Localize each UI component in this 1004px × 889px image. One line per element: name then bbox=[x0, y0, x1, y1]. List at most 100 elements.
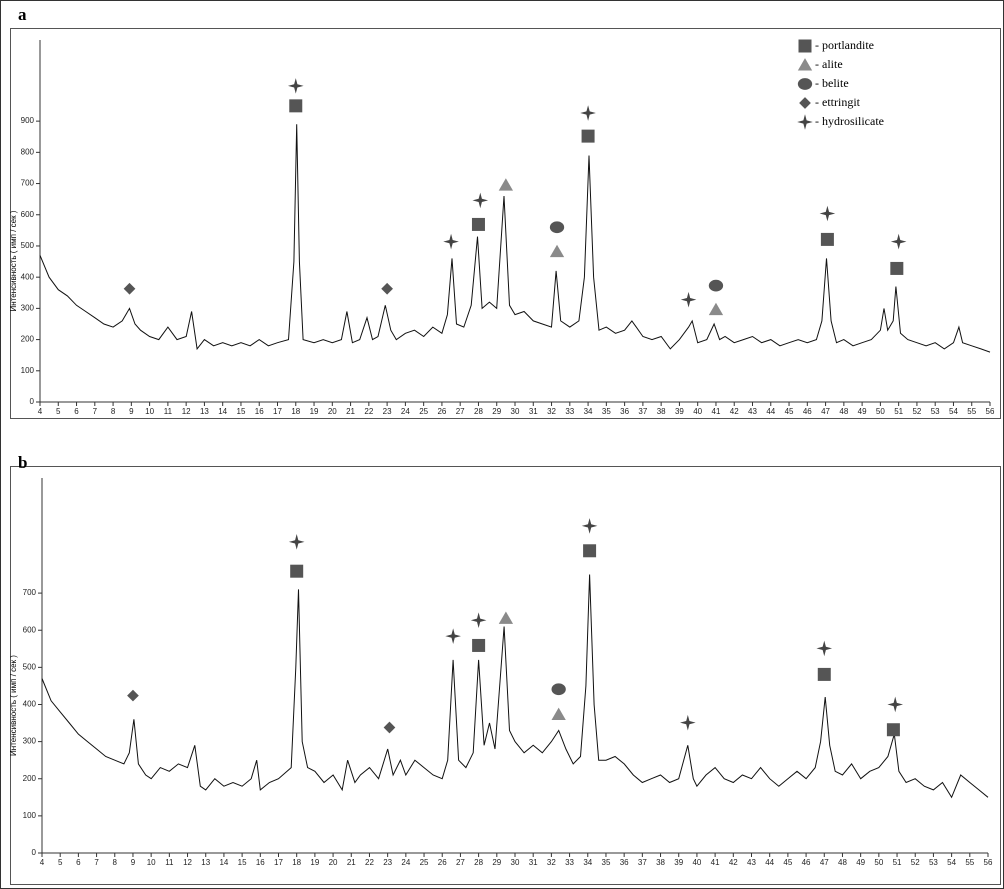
x-tick-label: 21 bbox=[347, 858, 356, 867]
marker-triangle bbox=[797, 58, 813, 71]
x-tick-label: 51 bbox=[894, 407, 903, 416]
x-tick-label: 11 bbox=[164, 407, 173, 416]
x-tick-label: 56 bbox=[984, 858, 993, 867]
x-tick-label: 8 bbox=[111, 407, 116, 416]
marker-star bbox=[797, 114, 813, 130]
x-tick-label: 34 bbox=[583, 858, 592, 867]
x-tick-label: 32 bbox=[547, 858, 556, 867]
x-tick-label: 10 bbox=[147, 858, 156, 867]
marker-diamond bbox=[381, 282, 393, 295]
x-tick-label: 27 bbox=[456, 407, 465, 416]
x-tick-label: 15 bbox=[237, 407, 246, 416]
x-tick-label: 43 bbox=[747, 858, 756, 867]
x-tick-label: 55 bbox=[967, 407, 976, 416]
x-tick-label: 28 bbox=[474, 407, 483, 416]
x-tick-label: 47 bbox=[820, 858, 829, 867]
x-tick-label: 15 bbox=[238, 858, 247, 867]
legend-label: - portlandite bbox=[815, 38, 874, 52]
x-tick-label: 52 bbox=[912, 407, 921, 416]
x-tick-label: 21 bbox=[346, 407, 355, 416]
marker-star bbox=[890, 233, 907, 250]
marker-square bbox=[798, 39, 812, 53]
diffractogram bbox=[39, 124, 991, 353]
marker-square bbox=[581, 129, 595, 143]
x-tick-label: 50 bbox=[874, 858, 883, 867]
x-tick-label: 36 bbox=[620, 407, 629, 416]
x-tick-label: 45 bbox=[785, 407, 794, 416]
x-tick-label: 33 bbox=[565, 407, 574, 416]
x-tick-label: 40 bbox=[692, 858, 701, 867]
x-tick-label: 46 bbox=[802, 858, 811, 867]
x-tick-label: 10 bbox=[145, 407, 154, 416]
x-tick-label: 29 bbox=[492, 407, 501, 416]
y-tick-label: 500 bbox=[21, 241, 35, 250]
y-tick-label: 700 bbox=[23, 588, 37, 597]
x-tick-label: 50 bbox=[876, 407, 885, 416]
marker-square bbox=[472, 638, 486, 652]
x-tick-label: 6 bbox=[76, 858, 81, 867]
x-tick-label: 31 bbox=[529, 407, 538, 416]
marker-diamond bbox=[123, 282, 136, 295]
x-tick-label: 40 bbox=[693, 407, 702, 416]
x-tick-label: 7 bbox=[93, 407, 98, 416]
x-tick-label: 23 bbox=[383, 858, 392, 867]
x-tick-label: 49 bbox=[858, 407, 867, 416]
y-tick-label: 200 bbox=[23, 774, 37, 783]
x-tick-label: 13 bbox=[201, 858, 210, 867]
x-tick-label: 14 bbox=[218, 407, 227, 416]
x-tick-label: 42 bbox=[730, 407, 739, 416]
x-tick-label: 5 bbox=[56, 407, 61, 416]
y-tick-label: 900 bbox=[21, 116, 35, 125]
x-tick-label: 54 bbox=[949, 407, 958, 416]
panel-frame bbox=[10, 28, 1001, 419]
x-tick-label: 35 bbox=[602, 407, 611, 416]
marker-square bbox=[289, 99, 303, 113]
x-tick-label: 53 bbox=[931, 407, 940, 416]
x-tick-label: 44 bbox=[766, 407, 775, 416]
x-tick-label: 25 bbox=[419, 407, 428, 416]
x-tick-label: 44 bbox=[765, 858, 774, 867]
marker-star bbox=[470, 612, 487, 629]
marker-square bbox=[817, 667, 831, 681]
x-tick-label: 49 bbox=[856, 858, 865, 867]
marker-star bbox=[680, 291, 697, 308]
x-tick-label: 4 bbox=[38, 407, 43, 416]
x-tick-label: 7 bbox=[94, 858, 99, 867]
x-tick-label: 6 bbox=[74, 407, 79, 416]
panel-label: a bbox=[18, 5, 27, 24]
x-tick-label: 18 bbox=[292, 858, 301, 867]
y-tick-label: 600 bbox=[23, 625, 37, 634]
x-tick-label: 53 bbox=[929, 858, 938, 867]
x-tick-label: 38 bbox=[657, 407, 666, 416]
y-tick-label: 300 bbox=[21, 303, 35, 312]
marker-square bbox=[290, 564, 304, 578]
x-tick-label: 14 bbox=[219, 858, 228, 867]
marker-square bbox=[886, 723, 900, 737]
x-tick-label: 30 bbox=[511, 858, 520, 867]
marker-star bbox=[816, 640, 833, 657]
x-tick-label: 23 bbox=[383, 407, 392, 416]
x-tick-label: 32 bbox=[547, 407, 556, 416]
x-tick-label: 48 bbox=[839, 407, 848, 416]
x-tick-label: 17 bbox=[274, 858, 283, 867]
x-tick-label: 30 bbox=[511, 407, 520, 416]
marker-circle bbox=[797, 78, 813, 90]
marker-star bbox=[472, 192, 489, 209]
x-tick-label: 20 bbox=[329, 858, 338, 867]
x-tick-label: 22 bbox=[364, 407, 373, 416]
legend-label: - ettringit bbox=[815, 95, 861, 109]
x-tick-label: 16 bbox=[256, 858, 265, 867]
marker-star bbox=[287, 78, 304, 94]
x-tick-label: 36 bbox=[620, 858, 629, 867]
x-tick-label: 54 bbox=[947, 858, 956, 867]
x-tick-label: 46 bbox=[803, 407, 812, 416]
legend-label: - belite bbox=[815, 76, 849, 90]
x-tick-label: 41 bbox=[711, 858, 720, 867]
marker-triangle bbox=[708, 302, 724, 316]
legend-label: - alite bbox=[815, 57, 843, 71]
x-tick-label: 26 bbox=[437, 407, 446, 416]
panel-frame bbox=[10, 466, 1001, 885]
x-tick-label: 37 bbox=[638, 407, 647, 416]
marker-square bbox=[471, 217, 485, 231]
